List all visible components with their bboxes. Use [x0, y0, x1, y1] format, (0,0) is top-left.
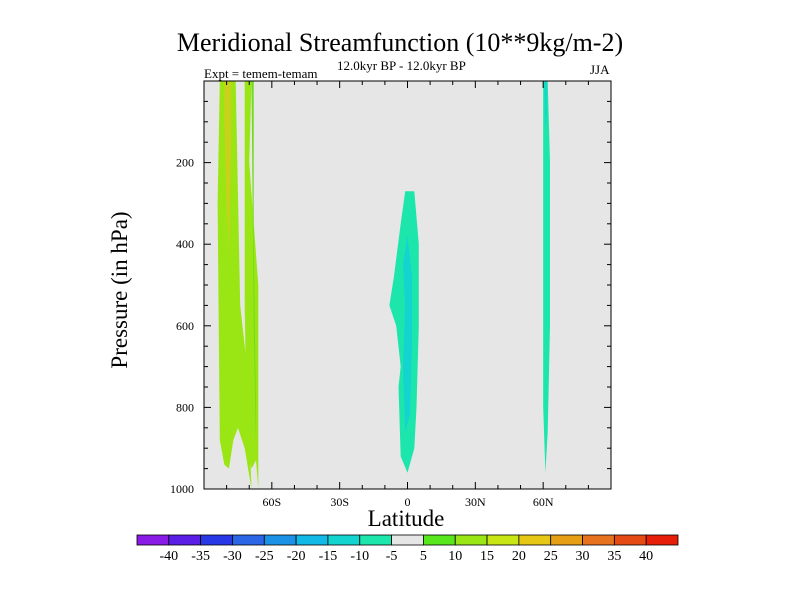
x-tick-label: 60N — [533, 495, 554, 509]
chart-title: Meridional Streamfunction (10**9kg/m-2) — [176, 28, 624, 57]
y-tick-label: 1000 — [170, 482, 194, 496]
colorbar-label: 40 — [639, 549, 653, 564]
colorbar-swatch — [423, 534, 456, 546]
colorbar-swatch — [486, 534, 520, 546]
colorbar-label: 10 — [448, 549, 462, 564]
colorbar-swatch — [391, 534, 424, 546]
colorbar-label: 20 — [512, 549, 526, 564]
colorbar-swatch — [200, 534, 233, 546]
colorbar-swatch — [613, 534, 647, 546]
contour-region-southern-high-latitude-core — [224, 81, 232, 253]
colorbar-swatch — [359, 534, 392, 546]
colorbar-swatch — [518, 534, 552, 546]
colorbar-label: -5 — [386, 549, 398, 564]
colorbar-swatch — [232, 534, 265, 546]
colorbar-label: 25 — [544, 549, 558, 564]
colorbar-swatch — [168, 534, 202, 546]
colorbar-label: -15 — [319, 549, 338, 564]
x-tick-label: 30N — [465, 495, 486, 509]
colorbar-swatch — [327, 534, 361, 546]
colorbar-label: -20 — [287, 549, 306, 564]
colorbar-swatch — [582, 534, 615, 546]
season-label: JJA — [590, 62, 610, 77]
y-tick-label: 600 — [176, 319, 194, 333]
colorbar-label: 30 — [576, 549, 590, 564]
x-axis-label: Latitude — [367, 506, 445, 531]
x-tick-label: 60S — [262, 495, 281, 509]
contour-region-equatorial-cell-core — [403, 236, 412, 432]
colorbar-label: -30 — [223, 549, 242, 564]
period-label: 12.0kyr BP - 12.0kyr BP — [337, 58, 466, 73]
colorbar-swatch — [454, 534, 488, 546]
contour-region-equatorial-cell — [389, 191, 419, 473]
colorbar-label: -10 — [350, 549, 369, 564]
y-tick-label: 200 — [176, 156, 194, 170]
contour-region-northern-high-latitude-band — [543, 81, 550, 473]
colorbar-label: 5 — [420, 549, 427, 564]
colorbar-label: -40 — [159, 549, 178, 564]
colorbar-swatch — [136, 534, 170, 546]
colorbar-label: -35 — [191, 549, 210, 564]
colorbar-swatch — [550, 534, 583, 546]
colorbar-swatch — [295, 534, 329, 546]
colorbar-label: -25 — [255, 549, 274, 564]
y-tick-label: 800 — [176, 400, 194, 414]
x-tick-label: 30S — [330, 495, 349, 509]
experiment-label: Expt = temem-temam — [204, 66, 318, 81]
colorbar-swatch — [263, 534, 297, 546]
colorbar-label: 15 — [480, 549, 494, 564]
contour-region-northern-high-latitude-core — [544, 81, 547, 130]
y-tick-label: 400 — [176, 237, 194, 251]
colorbar-label: 35 — [607, 549, 621, 564]
contour-region-southern-secondary-core — [251, 81, 256, 449]
colorbar-swatch — [645, 534, 679, 546]
x-tick-label: 0 — [405, 495, 411, 509]
